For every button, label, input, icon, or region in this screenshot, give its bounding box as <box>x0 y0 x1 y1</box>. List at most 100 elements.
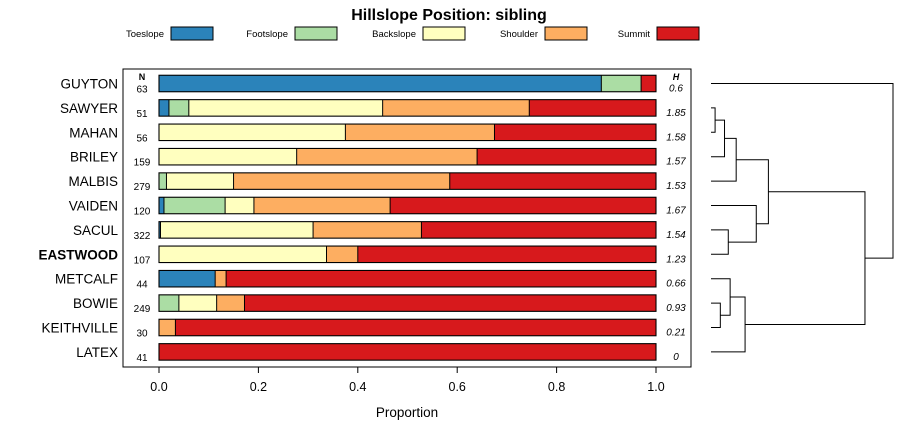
h-value-eastwood: 1.23 <box>666 254 686 265</box>
bar-outline-mahan <box>158 123 657 142</box>
series-label-metcalf: METCALF <box>55 272 118 287</box>
bar-outline-sawyer <box>158 99 657 117</box>
legend-label-toeslope: Toeslope <box>126 29 164 40</box>
series-label-bowie: BOWIE <box>73 296 118 311</box>
x-axis: 0.0 0.2 0.4 0.6 0.8 1.0 <box>150 367 665 394</box>
bar-row-vaiden: VAIDEN 120 1.67 <box>69 196 686 218</box>
n-value-sawyer: 51 <box>136 109 148 120</box>
x-tick-label-0-8: 0.8 <box>548 380 565 394</box>
series-label-malbis: MALBIS <box>68 174 118 189</box>
dendrogram-branch-9 <box>711 296 746 353</box>
bar-segment-eastwood-shoulder <box>326 246 358 263</box>
bar-row-sawyer: SAWYER 51 1.85 <box>60 99 686 120</box>
bar-outline-metcalf <box>158 269 657 288</box>
n-value-bowie: 249 <box>134 304 151 315</box>
dendrogram-branch-3 <box>711 137 737 182</box>
bar-outline-bowie <box>158 294 657 312</box>
n-value-briley: 159 <box>134 158 151 169</box>
n-value-keithville: 30 <box>136 329 148 340</box>
x-tick-label-1-0: 1.0 <box>647 380 664 394</box>
bar-segment-vaiden-summit <box>390 197 656 214</box>
h-value-malbis: 1.53 <box>666 181 686 192</box>
bar-row-mahan: MAHAN 56 1.58 <box>69 123 686 144</box>
bar-outline-sacul <box>158 221 657 239</box>
bar-row-sacul: SACUL 322 1.54 <box>73 221 686 242</box>
legend-swatch-toeslope <box>170 26 214 41</box>
n-value-guyton: 63 <box>136 85 148 96</box>
bar-segment-metcalf-summit <box>226 270 656 287</box>
bar-segment-sawyer-shoulder <box>382 99 530 117</box>
bar-outline-guyton <box>158 74 657 93</box>
chart-title: Hillslope Position: sibling <box>351 7 547 24</box>
bar-row-guyton: GUYTON 63 0.6 <box>60 74 683 96</box>
x-tick-label-0-2: 0.2 <box>250 380 267 394</box>
h-value-keithville: 0.21 <box>666 328 685 339</box>
bar-segment-vaiden-toeslope <box>159 197 164 214</box>
series-label-sawyer: SAWYER <box>60 101 118 116</box>
bar-outline-vaiden <box>158 196 657 215</box>
bar-rows: GUYTON 63 0.6 SAWYER 51 1.85 MAHAN 56 1.58 BRILEY… <box>39 74 686 364</box>
bar-segment-briley-backslope <box>159 148 297 165</box>
n-value-mahan: 56 <box>136 133 148 144</box>
bar-row-keithville: KEITHVILLE 30 0.21 <box>41 318 686 340</box>
bar-segment-sacul-shoulder <box>313 221 422 239</box>
dendrogram-branch-10 <box>745 191 866 325</box>
dendrogram-branch-7 <box>711 302 721 328</box>
legend-swatch-footslope <box>294 26 338 41</box>
bar-segment-vaiden-backslope <box>225 197 254 214</box>
bar-segment-bowie-footslope <box>159 294 179 312</box>
bar-segment-eastwood-backslope <box>159 246 327 263</box>
h-value-guyton: 0.6 <box>669 84 683 95</box>
n-value-malbis: 279 <box>134 182 151 193</box>
h-value-mahan: 1.58 <box>666 132 686 143</box>
series-label-vaiden: VAIDEN <box>69 199 118 214</box>
legend-swatch-summit <box>656 26 700 41</box>
bar-segment-sawyer-toeslope <box>159 99 169 117</box>
dendrogram-branch-4 <box>711 229 729 255</box>
series-label-eastwood: EASTWOOD <box>39 247 119 262</box>
bar-segment-bowie-summit <box>244 294 656 312</box>
bar-segment-sawyer-backslope <box>188 99 383 117</box>
bar-segment-keithville-shoulder <box>159 319 176 336</box>
dendrogram-branch-1 <box>711 107 716 133</box>
bar-outline-eastwood <box>158 245 657 264</box>
x-tick-label-0-6: 0.6 <box>449 380 466 394</box>
series-label-sacul: SACUL <box>73 223 119 238</box>
bar-segment-sacul-toeslope <box>159 221 161 239</box>
n-value-metcalf: 44 <box>136 280 148 291</box>
bar-segment-guyton-footslope <box>601 75 642 92</box>
bar-segment-metcalf-shoulder <box>215 270 227 287</box>
legend-label-shoulder: Shoulder <box>500 29 538 40</box>
bar-row-bowie: BOWIE 249 0.93 <box>73 294 686 315</box>
bar-segment-guyton-toeslope <box>159 75 602 92</box>
bar-segment-sawyer-summit <box>529 99 656 117</box>
bar-segment-briley-summit <box>477 148 656 165</box>
bar-row-briley: BRILEY 159 1.57 <box>70 147 686 169</box>
series-label-latex: LATEX <box>76 345 118 360</box>
legend-swatch-shoulder <box>544 26 588 41</box>
bar-outline-latex <box>158 343 657 361</box>
bar-segment-mahan-backslope <box>159 124 346 141</box>
bar-segment-malbis-backslope <box>166 172 234 190</box>
n-value-eastwood: 107 <box>134 255 151 266</box>
bar-segment-mahan-summit <box>494 124 656 141</box>
series-label-mahan: MAHAN <box>69 125 118 140</box>
h-value-metcalf: 0.66 <box>666 279 686 290</box>
legend-label-summit: Summit <box>618 29 651 40</box>
dendrogram-branch-11 <box>711 83 894 259</box>
bar-segment-vaiden-shoulder <box>253 197 391 214</box>
bar-segment-mahan-shoulder <box>345 124 495 141</box>
bar-segment-latex-summit <box>159 343 656 361</box>
bar-segment-guyton-summit <box>641 75 656 92</box>
plot-panel-frame <box>122 68 692 368</box>
h-value-briley: 1.57 <box>666 157 686 168</box>
bar-outline-malbis <box>158 172 657 190</box>
x-tick-label-0-0: 0.0 <box>150 380 167 394</box>
bar-segment-keithville-summit <box>175 319 656 336</box>
x-axis-title: Proportion <box>376 405 438 420</box>
bar-segment-malbis-footslope <box>159 172 167 190</box>
h-value-latex: 0 <box>673 352 679 363</box>
legend: Toeslope Footslope Backslope Shoulder Summit <box>126 26 700 41</box>
bar-segment-bowie-shoulder <box>216 294 245 312</box>
